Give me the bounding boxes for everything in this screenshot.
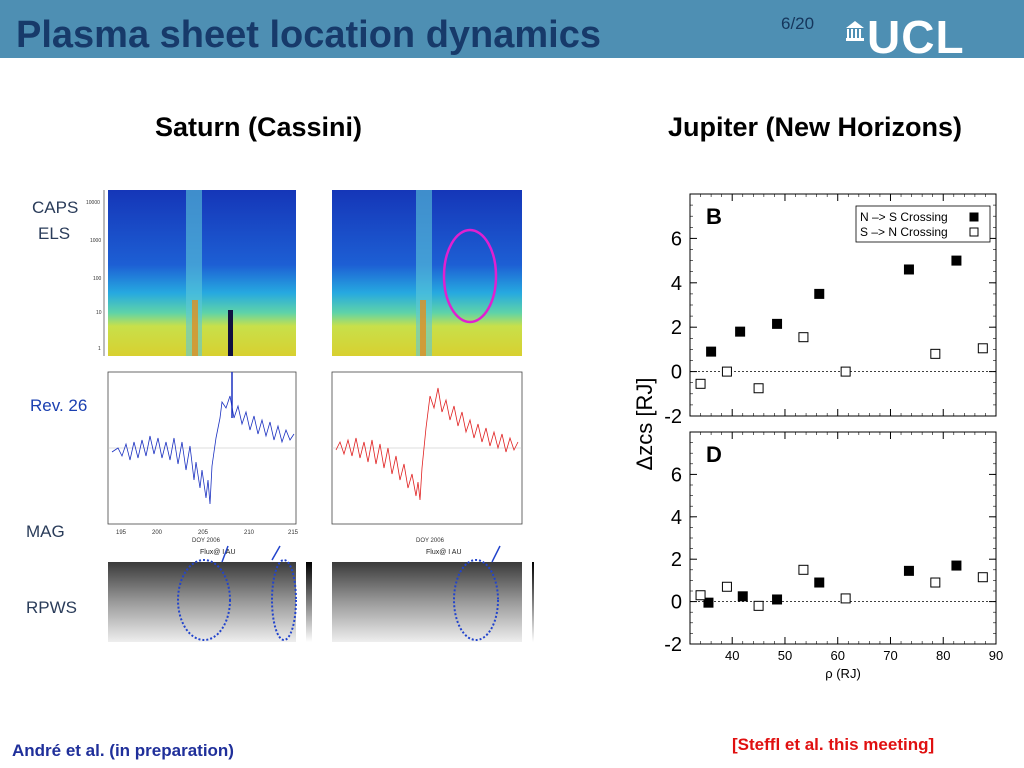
x-tick-label: 40 xyxy=(725,648,739,663)
x-tick-label: 90 xyxy=(989,648,1003,663)
svg-text:205: 205 xyxy=(198,530,209,536)
mag-plot-right: DOY 2006 xyxy=(331,371,523,544)
rev-label: Rev. 26 xyxy=(30,396,88,415)
data-point xyxy=(840,593,851,604)
y-tick-label: 2 xyxy=(671,549,682,571)
x-tick-label: 60 xyxy=(830,648,844,663)
data-point xyxy=(772,318,783,329)
data-point xyxy=(753,383,764,394)
data-point xyxy=(930,348,941,359)
y-tick-label: 0 xyxy=(671,362,682,384)
y-axis-label: Δzcs [RJ] xyxy=(632,378,657,471)
data-point xyxy=(814,577,825,588)
caps-label: CAPS xyxy=(32,198,79,217)
panel-label: B xyxy=(706,204,722,229)
y-tick-label: -2 xyxy=(664,634,682,656)
data-point xyxy=(977,343,988,354)
jupiter-heading: Jupiter (New Horizons) xyxy=(668,112,963,142)
rpws-label: RPWS xyxy=(26,598,77,617)
svg-text:10000: 10000 xyxy=(86,200,100,206)
svg-text:195: 195 xyxy=(116,530,127,536)
svg-text:10: 10 xyxy=(96,310,102,316)
data-point xyxy=(840,366,851,377)
legend-entry: S –> N Crossing xyxy=(860,225,948,239)
ucl-logo: UCL xyxy=(845,11,995,63)
data-point xyxy=(703,597,714,608)
rpws-annotation-right: Flux@ I AU xyxy=(426,549,462,556)
els-label: ELS xyxy=(38,224,71,243)
mag-label: MAG xyxy=(26,522,65,541)
data-point xyxy=(706,346,717,357)
svg-text:200: 200 xyxy=(152,530,163,536)
y-tick-label: 6 xyxy=(671,228,682,250)
data-point xyxy=(798,332,809,343)
svg-text:215: 215 xyxy=(288,530,299,536)
saturn-credit: André et al. (in preparation) xyxy=(12,741,234,760)
data-point xyxy=(951,560,962,571)
y-tick-label: -2 xyxy=(664,406,682,428)
portico-icon xyxy=(846,21,864,41)
data-point xyxy=(721,366,732,377)
legend-marker xyxy=(969,227,979,237)
rpws-annotation-left: Flux@ I AU xyxy=(200,549,236,556)
data-point xyxy=(695,590,706,601)
page-number: 6/20 xyxy=(781,14,815,33)
data-point xyxy=(930,577,941,588)
data-point xyxy=(753,600,764,611)
data-point xyxy=(977,572,988,583)
data-point xyxy=(903,264,914,275)
x-tick-label: 50 xyxy=(778,648,792,663)
saturn-heading: Saturn (Cassini) xyxy=(155,112,363,142)
mag-plot-left: 195 200 205 210 215 DOY 2006 xyxy=(107,371,299,544)
panel-frame xyxy=(689,431,997,645)
x-axis-label: ρ (RJ) xyxy=(825,666,861,681)
legend-marker xyxy=(969,212,979,222)
x-tick-label: 80 xyxy=(936,648,950,663)
data-point xyxy=(735,326,746,337)
els-spectrogram-right xyxy=(332,190,522,356)
svg-text:100: 100 xyxy=(93,276,102,282)
saturn-figure: CAPS ELS Rev. 26 MAG RPWS xyxy=(22,180,534,662)
y-tick-label: 0 xyxy=(671,592,682,614)
mag-xlabel: DOY 2006 xyxy=(192,538,221,544)
svg-text:1: 1 xyxy=(98,346,101,352)
legend-entry: N –> S Crossing xyxy=(860,210,948,224)
data-point xyxy=(951,255,962,266)
slide-title: Plasma sheet location dynamics xyxy=(16,14,602,56)
svg-text:1000: 1000 xyxy=(90,238,101,244)
jupiter-chart: B 6 4 2 0 -2 D 6 4 2 0 -2 N –> S Crossing S –> N Cros… xyxy=(628,188,1008,688)
svg-text:210: 210 xyxy=(244,530,255,536)
y-tick-label: 6 xyxy=(671,464,682,486)
data-point xyxy=(695,378,706,389)
y-tick-label: 4 xyxy=(671,507,682,529)
header-bar: Plasma sheet location dynamics 6/20 UCL xyxy=(0,0,1024,63)
mag-xlabel-right: DOY 2006 xyxy=(416,538,445,544)
data-point xyxy=(772,594,783,605)
data-point xyxy=(814,288,825,299)
logo-text: UCL xyxy=(867,11,965,63)
x-tick-label: 70 xyxy=(883,648,897,663)
y-tick-label: 2 xyxy=(671,317,682,339)
data-point xyxy=(798,564,809,575)
data-point xyxy=(737,591,748,602)
rpws-right: Flux@ I AU xyxy=(332,545,534,642)
els-spectrogram-left: 10000 1000 100 10 1 xyxy=(86,190,296,356)
panel-label: D xyxy=(706,442,722,467)
y-tick-label: 4 xyxy=(671,273,682,295)
jupiter-credit: [Steffl et al. this meeting] xyxy=(732,735,935,754)
legend-box xyxy=(855,205,991,243)
data-point xyxy=(903,565,914,576)
saturn-panels: 10000 1000 100 10 1 195 200 205 210 215 … xyxy=(86,190,534,642)
rpws-left: Flux@ I AU xyxy=(108,545,312,642)
data-point xyxy=(721,581,732,592)
